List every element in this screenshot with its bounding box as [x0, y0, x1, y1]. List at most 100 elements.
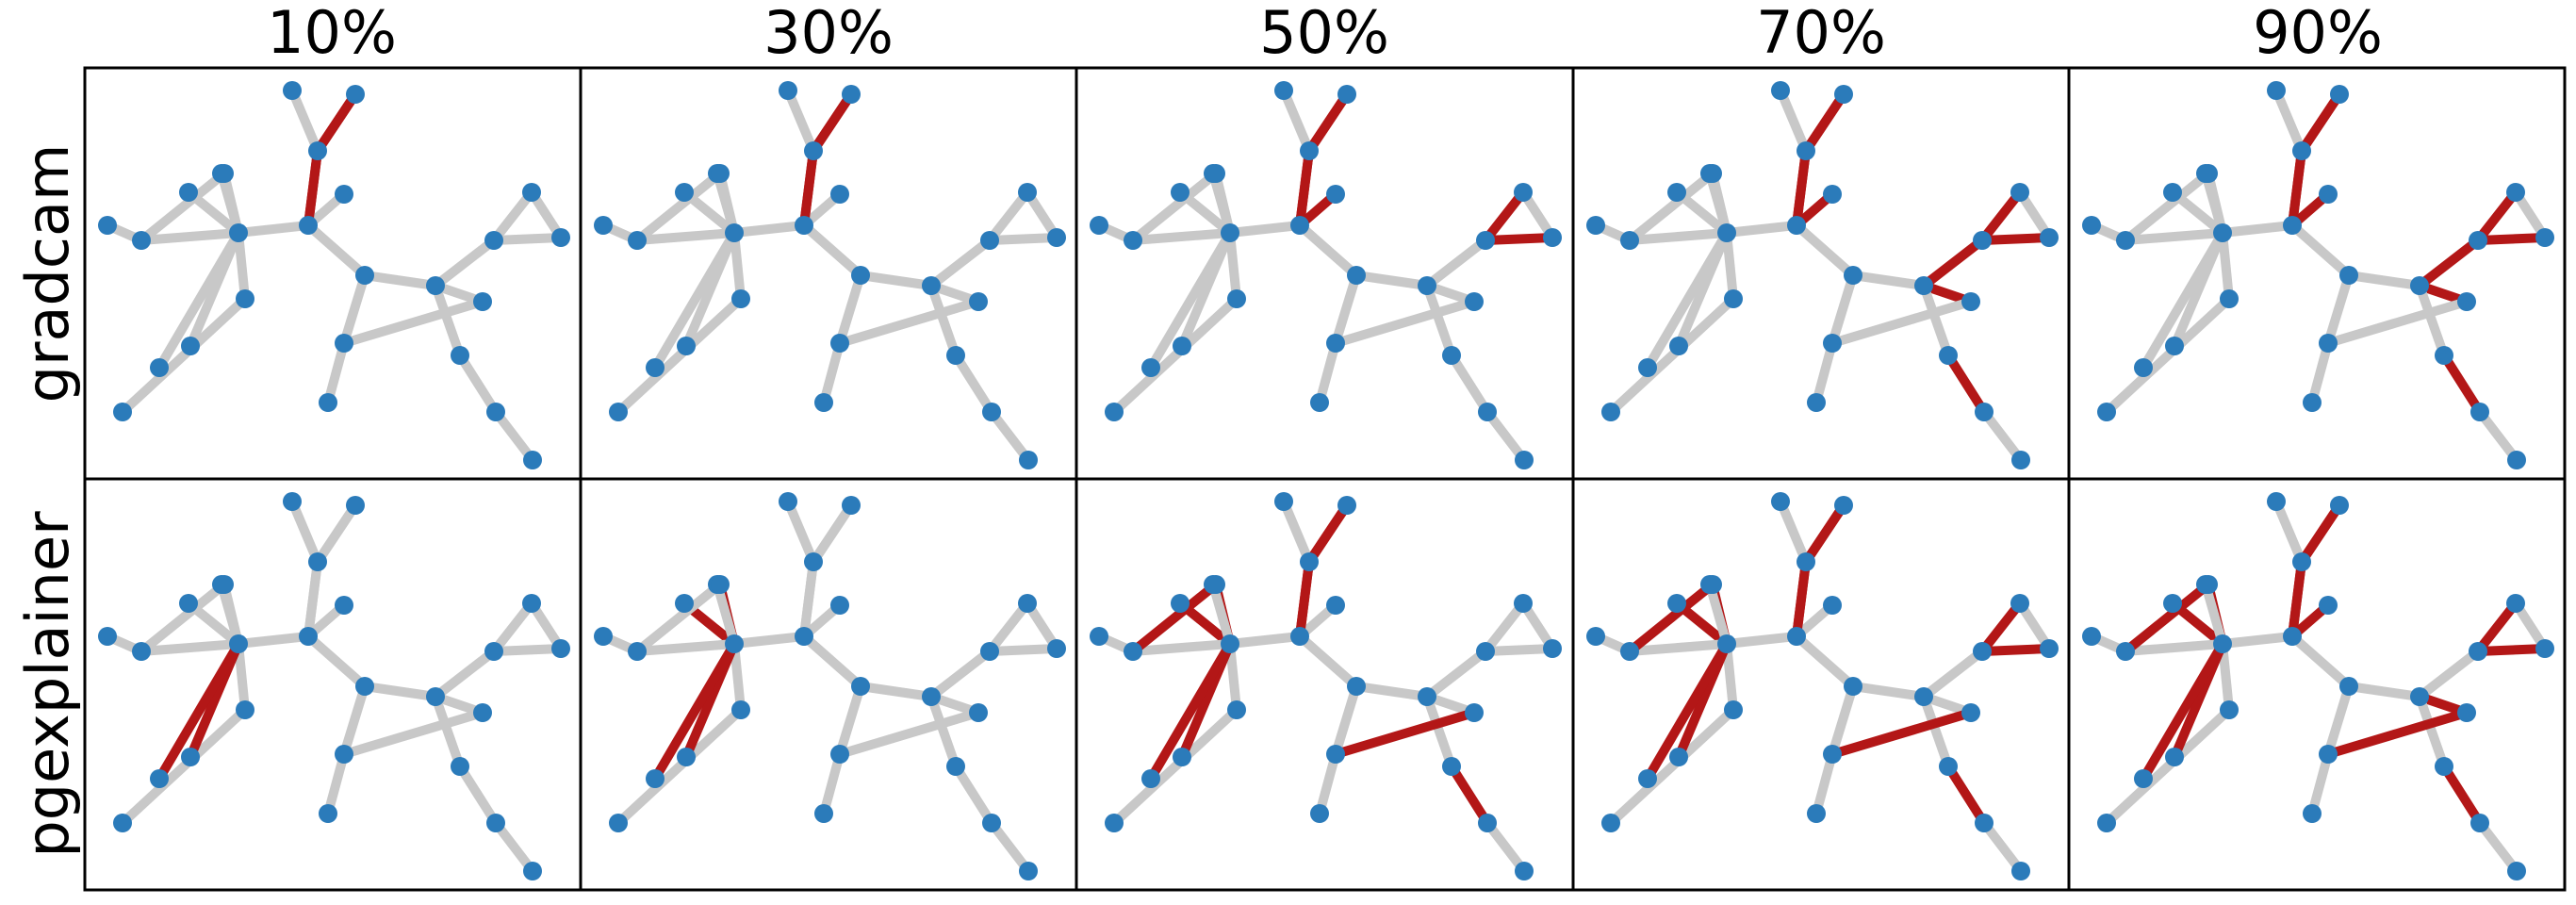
graph-edge: [431, 692, 465, 771]
graph-node: [628, 231, 647, 250]
graph-node: [851, 677, 870, 696]
graph-edge: [304, 632, 369, 691]
graph-node: [2040, 228, 2059, 247]
graph-node: [1124, 642, 1142, 661]
graph-node: [1834, 496, 1853, 515]
graph-edge: [2102, 705, 2234, 828]
graph-node: [355, 266, 374, 285]
graph-node: [609, 814, 628, 832]
graph-edge: [339, 297, 487, 348]
graph-node: [2506, 594, 2525, 613]
graph-node: [675, 183, 694, 202]
graph-node: [2165, 748, 2184, 766]
graph-node: [2011, 862, 2030, 880]
graph-node: [1124, 231, 1142, 250]
graph-node: [1669, 748, 1688, 766]
graph-edge: [304, 221, 369, 280]
graph-edge: [1848, 271, 1928, 290]
graph-node: [1771, 81, 1790, 100]
graph-node: [922, 276, 941, 295]
graph-node: [1274, 492, 1293, 511]
graph-node: [1019, 451, 1038, 469]
graph-node: [1914, 276, 1933, 295]
graph-edge: [819, 749, 845, 818]
graph-node: [1717, 634, 1736, 653]
graph-edge: [2272, 497, 2306, 567]
graph-node: [1514, 594, 1533, 613]
graph-node: [335, 596, 353, 615]
graph-edge: [2218, 228, 2234, 304]
graph-node: [2469, 231, 2487, 250]
graph-node: [2507, 862, 2526, 880]
graph-node: [308, 141, 327, 160]
graph-node: [1807, 804, 1826, 823]
graph-edge: [1225, 632, 1304, 649]
graph-edge-highlighted: [2297, 90, 2344, 156]
graph-edge: [1279, 86, 1314, 156]
graph-node: [98, 627, 117, 646]
graph-node: [179, 183, 198, 202]
graph-edge-highlighted: [1331, 708, 1479, 759]
graph-edge: [730, 228, 746, 304]
graph-edge: [1315, 338, 1340, 407]
graph-edge: [217, 580, 243, 649]
graph-edge: [809, 501, 856, 567]
graph-node: [1939, 757, 1958, 776]
graph-edge: [1447, 351, 1492, 417]
graph-node: [1543, 228, 1562, 247]
graph-edge: [951, 351, 996, 417]
panel-pgexplainer-30pct: [579, 477, 1078, 892]
graph-node: [1787, 627, 1806, 646]
graph-node: [594, 216, 613, 235]
graph-node: [1047, 639, 1066, 658]
graph-node: [628, 642, 647, 661]
graph-node: [830, 745, 849, 764]
graph-edge: [1722, 632, 1801, 649]
graph-node: [522, 183, 541, 202]
graph-node: [132, 642, 151, 661]
graph-edge: [360, 271, 440, 290]
graph-edge: [1919, 647, 1987, 701]
graph-node: [851, 266, 870, 285]
graph-node: [98, 216, 117, 235]
graph-node: [1090, 216, 1108, 235]
graph-node: [1221, 223, 1239, 242]
graph-node: [2199, 164, 2218, 183]
graph-edge: [1128, 228, 1235, 245]
graph-edge: [1352, 682, 1432, 701]
graph-edge: [1315, 749, 1340, 818]
graph-node: [1310, 804, 1329, 823]
graph-edge: [985, 233, 1061, 245]
graph-edge: [1295, 632, 1361, 691]
graph-node: [1337, 85, 1356, 104]
graph-edge-highlighted: [2121, 580, 2213, 656]
graph-edge: [2218, 632, 2297, 649]
graph-edge: [155, 228, 243, 372]
graph-edge: [1225, 228, 1241, 304]
graph-node: [1669, 337, 1688, 355]
graph-edge: [2307, 338, 2333, 407]
graph-node: [1973, 642, 1992, 661]
graph-edge-highlighted: [1643, 639, 1731, 783]
graph-edge-highlighted: [2473, 233, 2550, 245]
graph-edge-highlighted: [1481, 233, 1557, 245]
graph-node: [523, 862, 542, 880]
graph-edge-highlighted: [2323, 708, 2471, 759]
graph-node: [982, 814, 1001, 832]
graph-edge: [234, 221, 313, 238]
graph-node: [711, 575, 730, 594]
graph-edge: [799, 557, 818, 641]
graph-node: [1310, 393, 1329, 412]
graph-edge: [118, 294, 250, 417]
graph-edge: [2102, 294, 2234, 417]
graph-edge-highlighted: [2473, 599, 2520, 656]
column-titles: 10% 30% 50% 70% 90%: [267, 0, 2383, 67]
graph-edge: [819, 338, 845, 407]
graph-node: [795, 216, 813, 235]
graph-node: [1975, 814, 1994, 832]
graph-node: [1337, 496, 1356, 515]
graph-node: [2535, 228, 2554, 247]
graph-node: [522, 594, 541, 613]
graph-edge-highlighted: [2439, 762, 2485, 828]
graph-edge: [313, 501, 360, 567]
